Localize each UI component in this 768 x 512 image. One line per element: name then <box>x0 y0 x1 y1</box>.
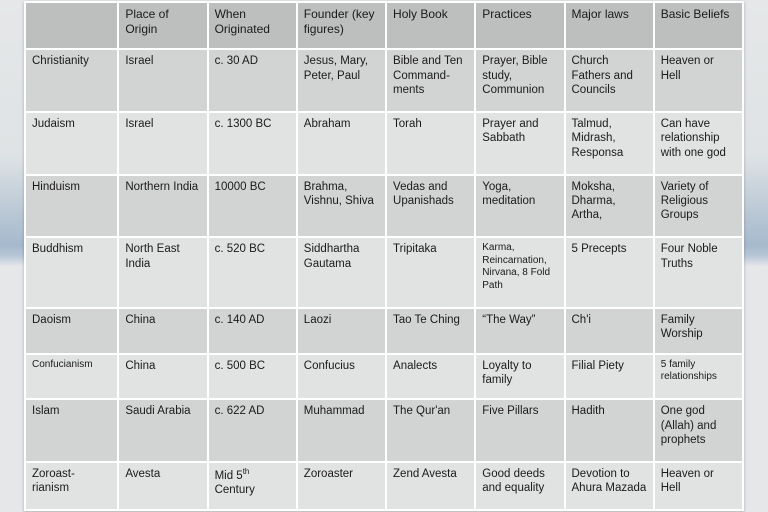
table-cell: c. 500 BC <box>208 354 297 400</box>
table-row: HinduismNorthern India10000 BCBrahma, Vi… <box>25 175 743 238</box>
table-cell: Bible and Ten Command-ments <box>386 49 475 112</box>
table-cell: 5 family relationships <box>654 354 743 400</box>
column-header: Major laws <box>565 2 654 49</box>
table-cell: Zoroaster <box>297 462 386 510</box>
table-cell: China <box>118 308 207 354</box>
table-cell: Mid 5th Century <box>208 462 297 510</box>
table-cell: Prayer and Sabbath <box>475 112 564 175</box>
table-cell: c. 140 AD <box>208 308 297 354</box>
table-row: Zoroast-rianismAvestaMid 5th CenturyZoro… <box>25 462 743 510</box>
column-header: Founder (key figures) <box>297 2 386 49</box>
table-cell: c. 622 AD <box>208 399 297 462</box>
table-cell: Hinduism <box>25 175 118 238</box>
table-cell: Northern India <box>118 175 207 238</box>
table-cell: c. 1300 BC <box>208 112 297 175</box>
table-cell: The Qur'an <box>386 399 475 462</box>
table-cell: Variety of Religious Groups <box>654 175 743 238</box>
table-cell: Can have relationship with one god <box>654 112 743 175</box>
table-cell: Prayer, Bible study, Communion <box>475 49 564 112</box>
table-cell: Muhammad <box>297 399 386 462</box>
table-cell: 5 Precepts <box>565 237 654 308</box>
table-cell: Devotion to Ahura Mazada <box>565 462 654 510</box>
table-cell: Saudi Arabia <box>118 399 207 462</box>
religion-comparison-table-frame: Place of OriginWhen OriginatedFounder (k… <box>24 1 744 511</box>
table-row: JudaismIsraelc. 1300 BCAbrahamTorahPraye… <box>25 112 743 175</box>
table-cell: c. 30 AD <box>208 49 297 112</box>
table-cell: Abraham <box>297 112 386 175</box>
table-cell: Torah <box>386 112 475 175</box>
table-cell: Tripitaka <box>386 237 475 308</box>
table-header-row: Place of OriginWhen OriginatedFounder (k… <box>25 2 743 49</box>
table-cell: “The Way” <box>475 308 564 354</box>
table-row: IslamSaudi Arabiac. 622 ADMuhammadThe Qu… <box>25 399 743 462</box>
column-header: Holy Book <box>386 2 475 49</box>
table-cell: Confucius <box>297 354 386 400</box>
table-cell: Brahma, Vishnu, Shiva <box>297 175 386 238</box>
column-header: Place of Origin <box>118 2 207 49</box>
table-cell: Zend Avesta <box>386 462 475 510</box>
table-cell: Vedas and Upanishads <box>386 175 475 238</box>
table-cell: Laozi <box>297 308 386 354</box>
table-cell: Judaism <box>25 112 118 175</box>
table-cell: Tao Te Ching <box>386 308 475 354</box>
table-row: ChristianityIsraelc. 30 ADJesus, Mary, P… <box>25 49 743 112</box>
table-cell: Avesta <box>118 462 207 510</box>
table-cell: Karma, Reincarnation, Nirvana, 8 Fold Pa… <box>475 237 564 308</box>
table-row: BuddhismNorth East Indiac. 520 BCSiddhar… <box>25 237 743 308</box>
table-cell: Filial Piety <box>565 354 654 400</box>
table-cell: Five Pillars <box>475 399 564 462</box>
table-cell: Hadith <box>565 399 654 462</box>
column-header: Practices <box>475 2 564 49</box>
column-header <box>25 2 118 49</box>
table-row: DaoismChinac. 140 ADLaoziTao Te Ching“Th… <box>25 308 743 354</box>
table-cell: Good deeds and equality <box>475 462 564 510</box>
table-cell: Zoroast-rianism <box>25 462 118 510</box>
table-cell: Heaven or Hell <box>654 462 743 510</box>
table-cell: c. 520 BC <box>208 237 297 308</box>
table-cell: Heaven or Hell <box>654 49 743 112</box>
table-cell: 10000 BC <box>208 175 297 238</box>
table-cell: Loyalty to family <box>475 354 564 400</box>
table-cell: Siddhartha Gautama <box>297 237 386 308</box>
table-cell: Jesus, Mary, Peter, Paul <box>297 49 386 112</box>
table-cell: Ch'i <box>565 308 654 354</box>
table-cell: Buddhism <box>25 237 118 308</box>
table-cell: Church Fathers and Councils <box>565 49 654 112</box>
table-row: ConfucianismChinac. 500 BCConfuciusAnale… <box>25 354 743 400</box>
table-cell: Analects <box>386 354 475 400</box>
table-cell: Talmud, Midrash, Responsa <box>565 112 654 175</box>
table-cell: Christianity <box>25 49 118 112</box>
table-cell: China <box>118 354 207 400</box>
table-cell: Islam <box>25 399 118 462</box>
table-cell: Family Worship <box>654 308 743 354</box>
table-cell: Daoism <box>25 308 118 354</box>
table-cell: Moksha, Dharma, Artha, <box>565 175 654 238</box>
table-cell: Yoga, meditation <box>475 175 564 238</box>
table-cell: Israel <box>118 112 207 175</box>
table-cell: Confucianism <box>25 354 118 400</box>
table-cell: Four Noble Truths <box>654 237 743 308</box>
table-cell: One god (Allah) and prophets <box>654 399 743 462</box>
column-header: Basic Beliefs <box>654 2 743 49</box>
table-cell: Israel <box>118 49 207 112</box>
table-cell: North East India <box>118 237 207 308</box>
religion-comparison-table: Place of OriginWhen OriginatedFounder (k… <box>24 1 744 511</box>
column-header: When Originated <box>208 2 297 49</box>
